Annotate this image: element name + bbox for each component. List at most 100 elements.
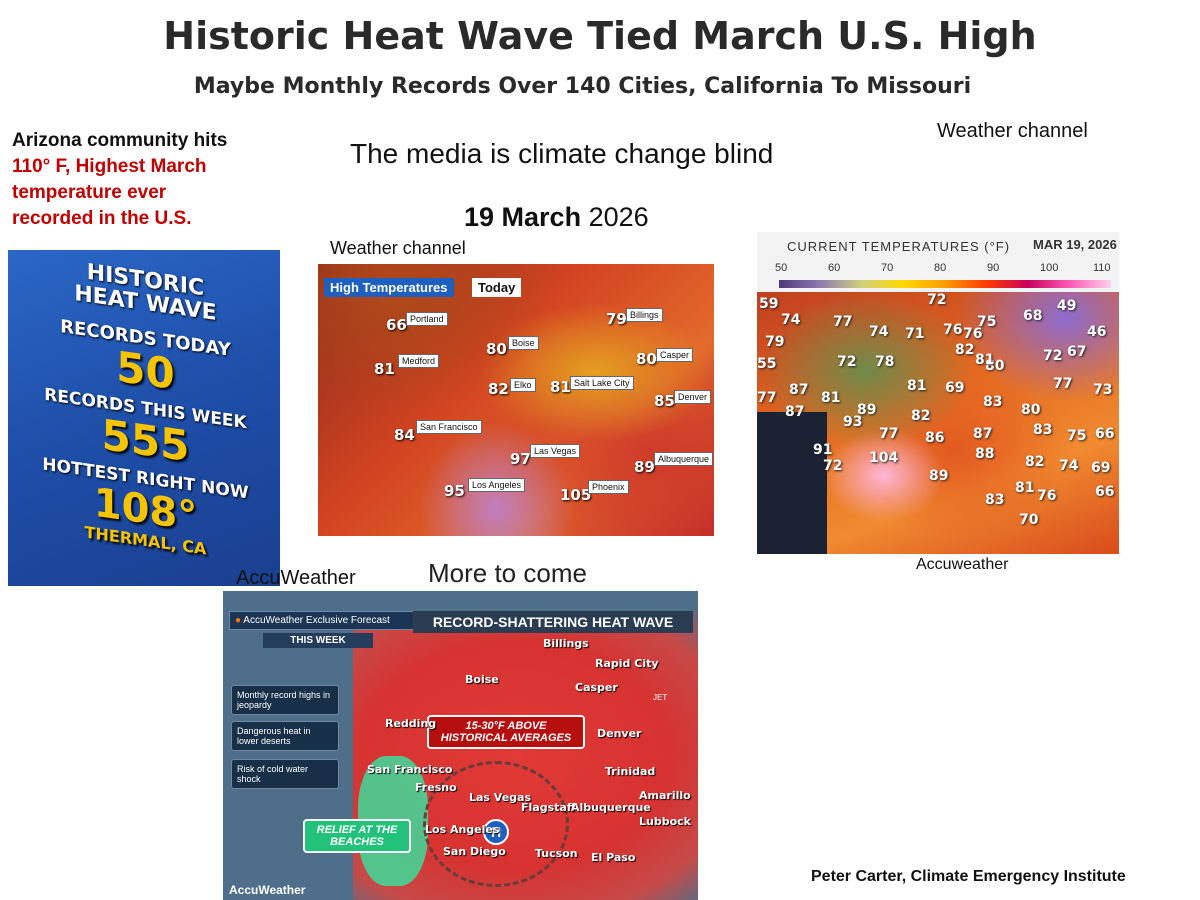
temp-scale-bar bbox=[779, 280, 1111, 288]
wc-city: Billings bbox=[626, 308, 663, 322]
wc-temp: 97 bbox=[510, 450, 531, 468]
temp-reading: 89 bbox=[929, 468, 949, 484]
temp-reading: 76 bbox=[963, 326, 983, 342]
wc-city: Medford bbox=[398, 354, 440, 368]
temp-reading: 80 bbox=[985, 358, 1005, 374]
temp-reading: 83 bbox=[983, 394, 1003, 410]
temp-map-date: MAR 19, 2026 bbox=[1033, 237, 1117, 252]
temp-reading: 81 bbox=[1015, 480, 1035, 496]
temp-reading: 74 bbox=[781, 312, 801, 328]
sun-icon: ● bbox=[235, 615, 242, 626]
accuweather-caption-2: Accuweather bbox=[916, 556, 1009, 573]
forecast-city: Amarillo bbox=[639, 789, 691, 802]
more-to-come: More to come bbox=[428, 558, 587, 588]
heat-wave-graphic: HISTORIC HEAT WAVE RECORDS TODAY 50 RECO… bbox=[18, 250, 273, 568]
ocean-area bbox=[757, 412, 827, 554]
temp-reading: 88 bbox=[975, 446, 995, 462]
temp-scale-labels: 50 60 70 80 90 100 110 bbox=[775, 262, 1115, 276]
wc-temp: 84 bbox=[394, 426, 415, 444]
date-year: 2026 bbox=[588, 202, 649, 232]
temp-reading: 69 bbox=[1091, 460, 1111, 476]
arizona-headline: Arizona community hits 110° F, Highest M… bbox=[12, 128, 312, 232]
temp-reading: 49 bbox=[1057, 298, 1077, 314]
temp-reading: 78 bbox=[875, 354, 895, 370]
forecast-city: Los Angeles bbox=[425, 823, 500, 836]
forecast-city: Tucson bbox=[535, 847, 578, 860]
wc-temp: 80 bbox=[486, 340, 507, 358]
temp-reading: 83 bbox=[1033, 422, 1053, 438]
date-bold: 19 March bbox=[464, 202, 582, 232]
jet-label: JET bbox=[653, 693, 668, 702]
forecast-city: Albuquerque bbox=[571, 801, 651, 814]
forecast-brand-text: AccuWeather Exclusive Forecast bbox=[243, 615, 390, 626]
temp-reading: 83 bbox=[985, 492, 1005, 508]
forecast-city: Rapid City bbox=[595, 657, 659, 670]
forecast-city: Boise bbox=[465, 673, 499, 686]
forecast-banner: RECORD-SHATTERING HEAT WAVE bbox=[413, 611, 693, 633]
forecast-city: Casper bbox=[575, 681, 618, 694]
wc-temp: 80 bbox=[636, 350, 657, 368]
wc-temp: 89 bbox=[634, 458, 655, 476]
temp-reading: 59 bbox=[759, 296, 779, 312]
temp-reading: 87 bbox=[973, 426, 993, 442]
temp-reading: 72 bbox=[1043, 348, 1063, 364]
temp-reading: 46 bbox=[1087, 324, 1107, 340]
temp-reading: 76 bbox=[1037, 488, 1057, 504]
forecast-city: Flagstaff bbox=[521, 801, 576, 814]
arizona-headline-black: Arizona community hits bbox=[12, 130, 228, 151]
wc-city: Boise bbox=[508, 336, 539, 350]
temp-reading: 75 bbox=[977, 314, 997, 330]
wc-temp: 79 bbox=[606, 310, 627, 328]
temp-reading: 87 bbox=[789, 382, 809, 398]
scale-tick-label: 50 bbox=[775, 262, 788, 274]
temp-reading: 79 bbox=[765, 334, 785, 350]
wc-city: San Francisco bbox=[416, 420, 482, 434]
wc-city: Denver bbox=[674, 390, 712, 404]
wc-city: Casper bbox=[656, 348, 694, 362]
wc-temp: 82 bbox=[488, 380, 509, 398]
temp-reading: 68 bbox=[1023, 308, 1043, 324]
temp-reading: 72 bbox=[927, 292, 947, 308]
arizona-headline-red: 110° F, Highest March temperature ever r… bbox=[12, 156, 207, 229]
wc-city: Salt Lake City bbox=[570, 376, 634, 390]
weather-channel-map: High Temperatures Today 66 Portland 79 B… bbox=[318, 264, 714, 536]
forecast-city: Las Vegas bbox=[469, 791, 532, 804]
temp-reading: 82 bbox=[1025, 454, 1045, 470]
temp-reading: 89 bbox=[857, 402, 877, 418]
wc-city: Las Vegas bbox=[530, 444, 581, 458]
scale-tick-label: 80 bbox=[934, 262, 947, 274]
accuweather-forecast-map: ● AccuWeather Exclusive Forecast THIS WE… bbox=[223, 591, 698, 900]
circulation-ring bbox=[423, 761, 569, 887]
temp-reading: 93 bbox=[843, 414, 863, 430]
weather-channel-caption-top: Weather channel bbox=[937, 120, 1088, 142]
wc-temp: 95 bbox=[444, 482, 465, 500]
forecast-city: Trinidad bbox=[605, 765, 656, 778]
temp-reading: 81 bbox=[821, 390, 841, 406]
scale-tick-label: 70 bbox=[881, 262, 894, 274]
wc-city: Elko bbox=[510, 378, 536, 392]
credit: Peter Carter, Climate Emergency Institut… bbox=[811, 868, 1126, 885]
relief-callout: RELIEF AT THE BEACHES bbox=[303, 819, 411, 853]
scale-tick-label: 60 bbox=[828, 262, 841, 274]
forecast-city: Billings bbox=[543, 637, 589, 650]
temp-reading: 72 bbox=[823, 458, 843, 474]
temp-reading: 66 bbox=[1095, 484, 1115, 500]
temp-reading: 71 bbox=[905, 326, 925, 342]
temp-reading: 80 bbox=[1021, 402, 1041, 418]
temp-reading: 74 bbox=[1059, 458, 1079, 474]
scale-tick-label: 90 bbox=[987, 262, 1000, 274]
accuweather-caption: AccuWeather bbox=[236, 567, 356, 589]
temp-reading: 74 bbox=[869, 324, 889, 340]
date-label: 19 March 2026 bbox=[464, 202, 649, 233]
forecast-city: San Diego bbox=[443, 845, 506, 858]
temp-map-area: 59 72 49 74 77 76 75 68 46 79 74 71 76 82 72 67 55 72 78 81… bbox=[757, 292, 1119, 554]
wc-map-header-left: High Temperatures bbox=[324, 278, 454, 297]
temp-reading: 91 bbox=[813, 442, 833, 458]
temp-reading: 69 bbox=[945, 380, 965, 396]
page-title: Historic Heat Wave Tied March U.S. High bbox=[163, 14, 1037, 58]
side-item: Risk of cold water shock bbox=[231, 759, 339, 789]
wc-city: Los Angeles bbox=[468, 478, 526, 492]
forecast-city: Redding bbox=[385, 717, 437, 730]
page-subtitle: Maybe Monthly Records Over 140 Cities, C… bbox=[193, 74, 972, 99]
temp-reading: 77 bbox=[833, 314, 853, 330]
